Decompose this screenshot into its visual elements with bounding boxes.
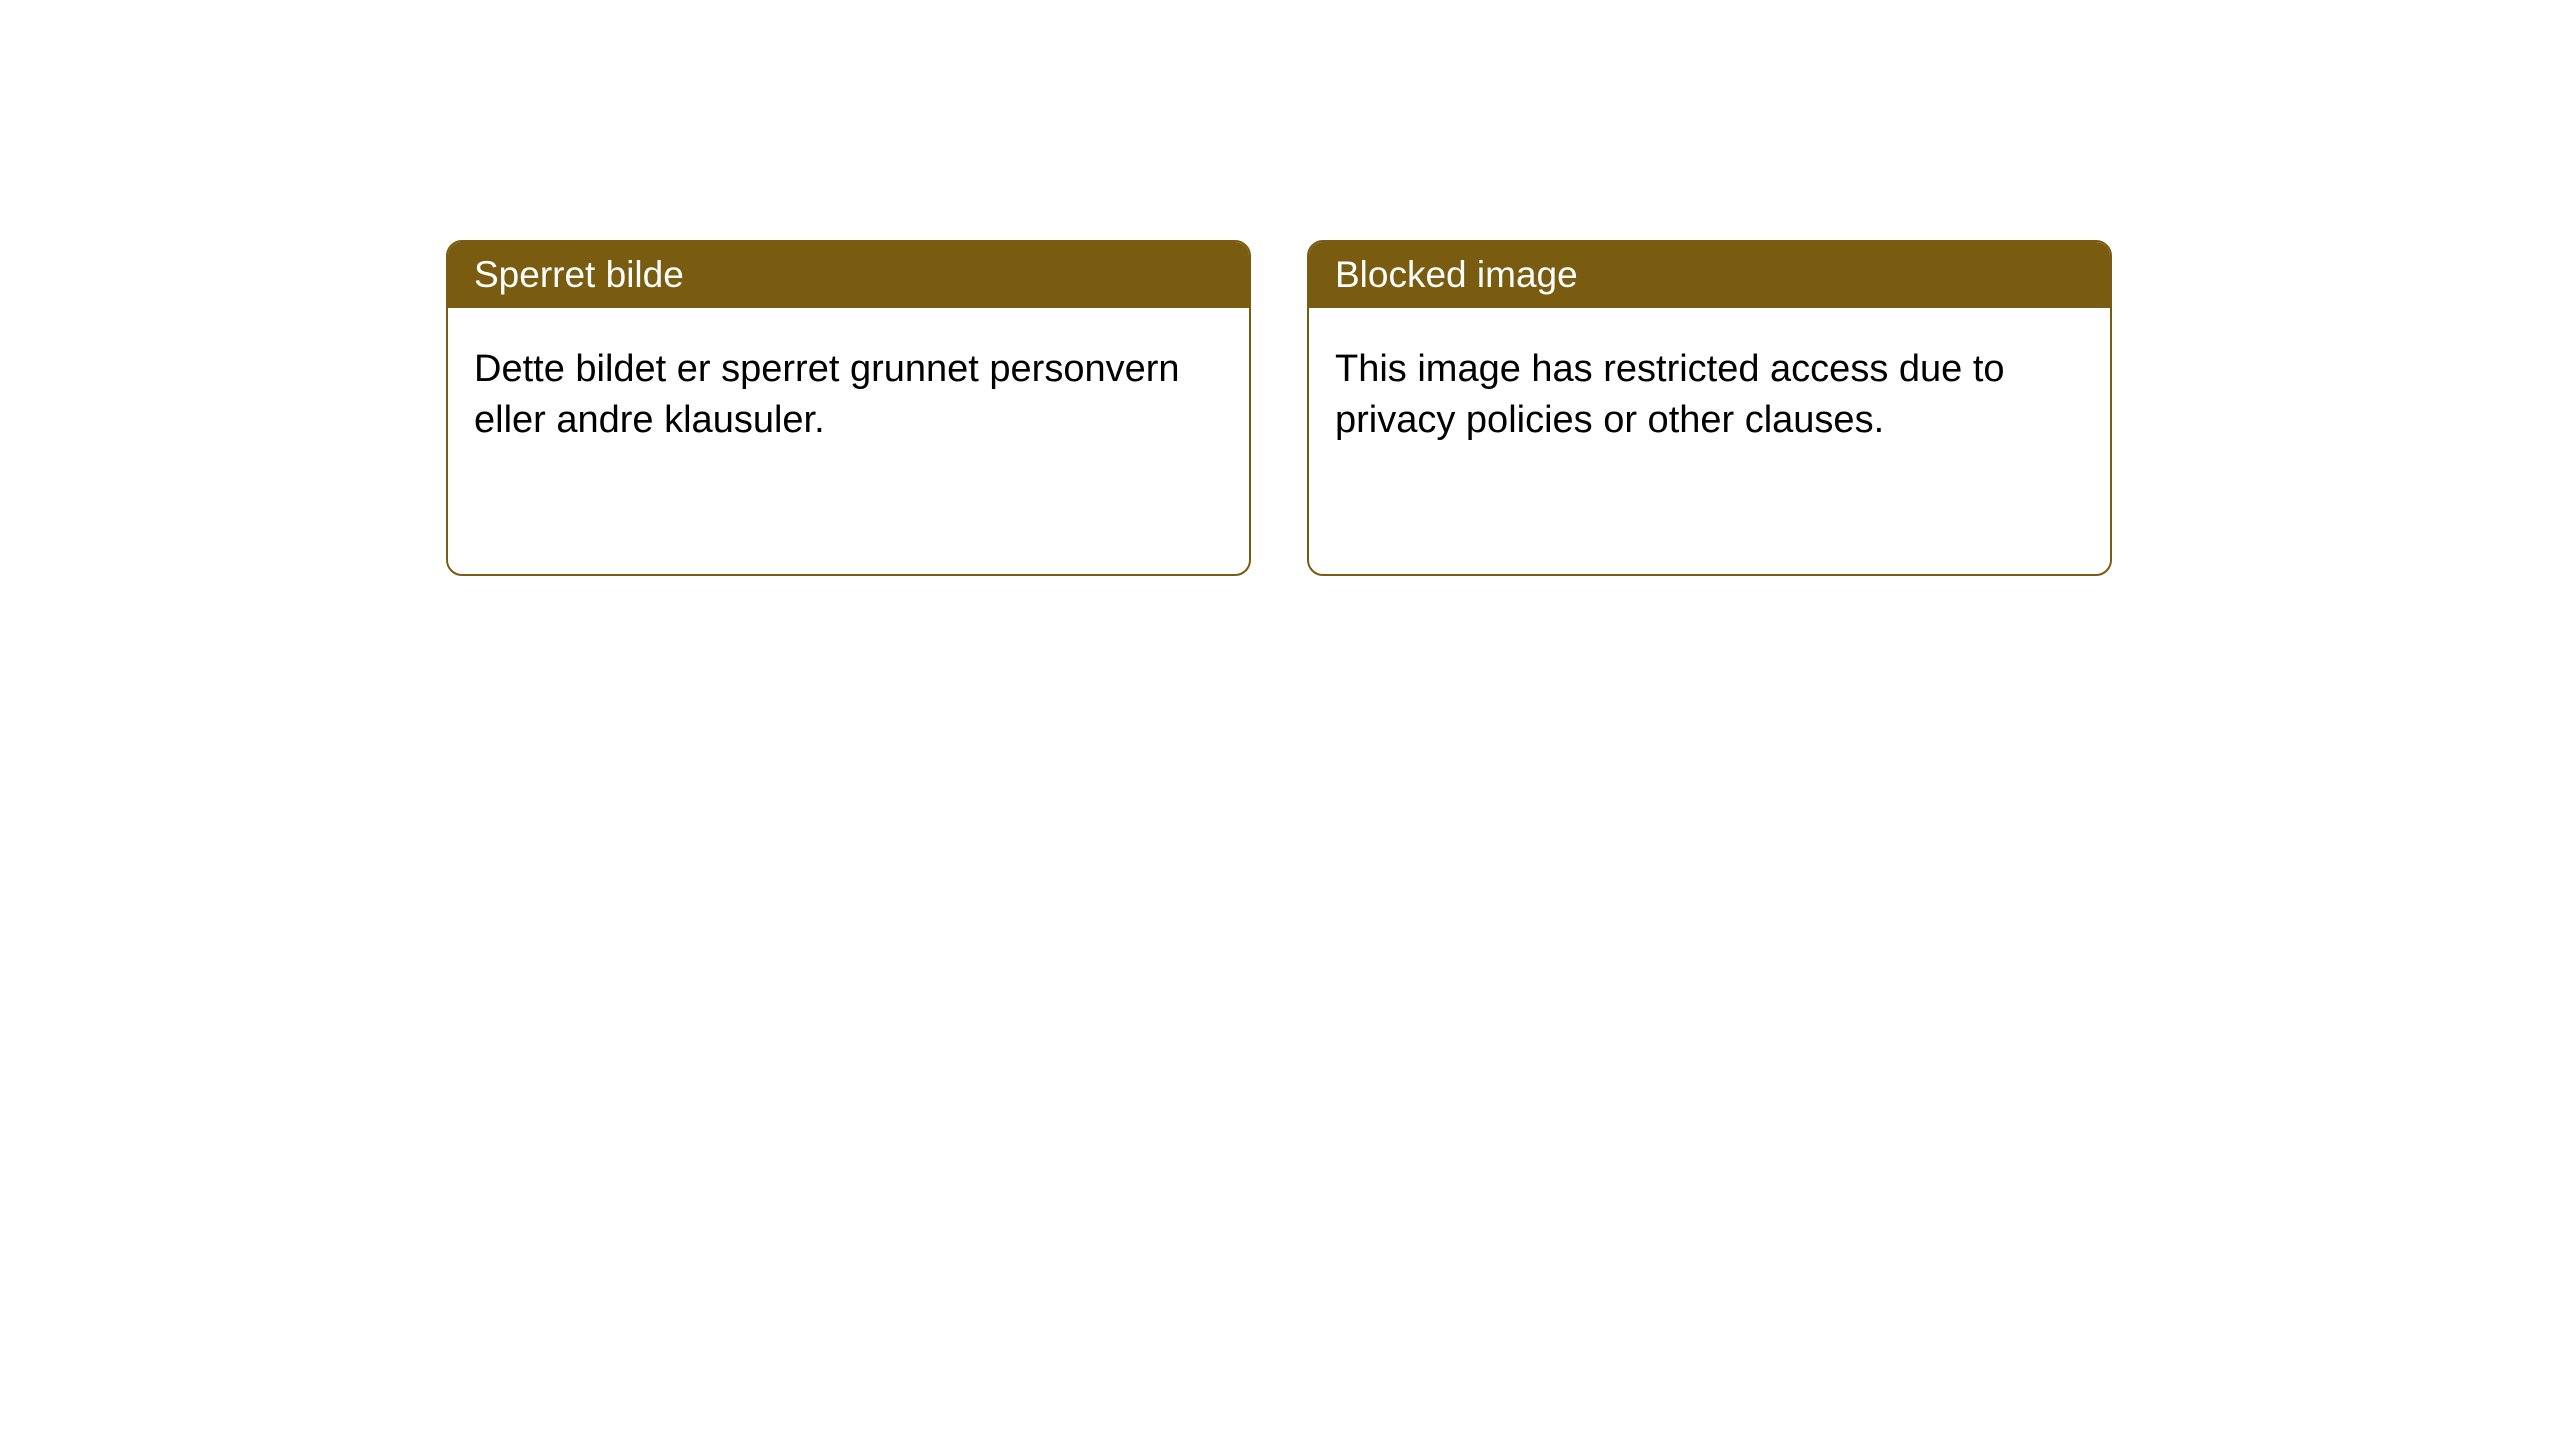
notice-card-norwegian: Sperret bilde Dette bildet er sperret gr… — [446, 240, 1251, 576]
notice-body-english: This image has restricted access due to … — [1309, 308, 2110, 483]
notice-title-norwegian: Sperret bilde — [474, 254, 684, 295]
notice-title-english: Blocked image — [1335, 254, 1578, 295]
notice-container: Sperret bilde Dette bildet er sperret gr… — [446, 240, 2112, 576]
notice-card-english: Blocked image This image has restricted … — [1307, 240, 2112, 576]
notice-header-norwegian: Sperret bilde — [448, 242, 1249, 308]
notice-text-english: This image has restricted access due to … — [1335, 348, 2005, 441]
notice-body-norwegian: Dette bildet er sperret grunnet personve… — [448, 308, 1249, 483]
notice-text-norwegian: Dette bildet er sperret grunnet personve… — [474, 348, 1180, 441]
notice-header-english: Blocked image — [1309, 242, 2110, 308]
